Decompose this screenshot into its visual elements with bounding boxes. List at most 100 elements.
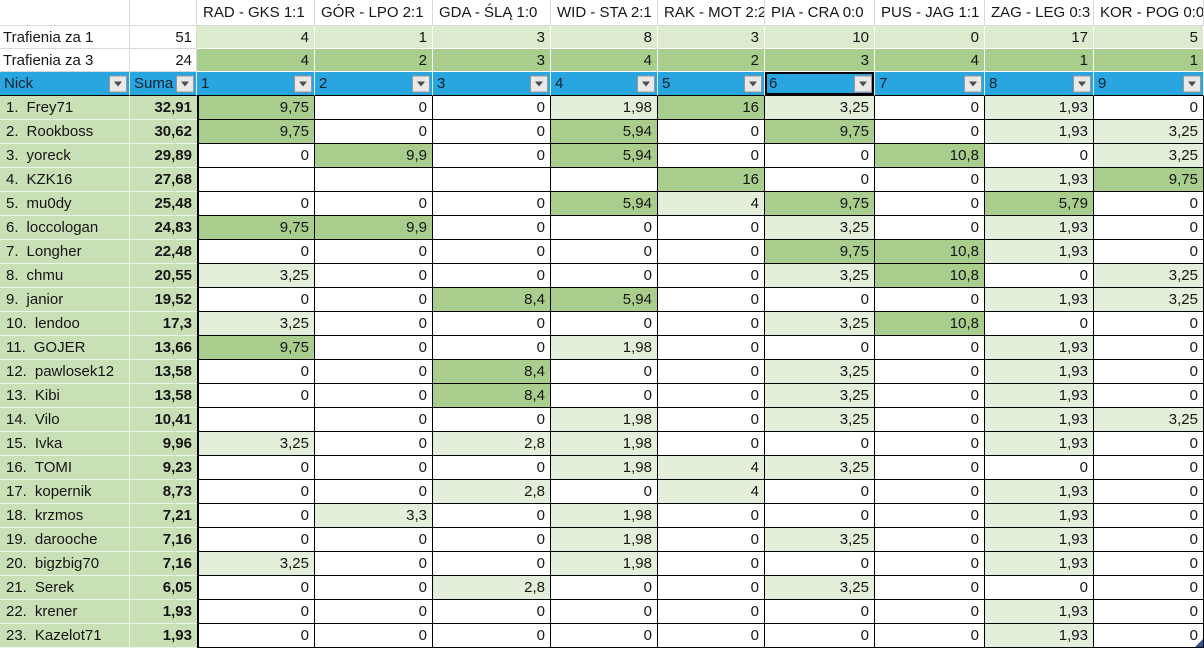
score-cell[interactable]: 0 (875, 552, 985, 576)
score-cell[interactable]: 0 (1094, 312, 1204, 336)
score-cell[interactable] (315, 168, 433, 192)
score-cell[interactable]: 0 (315, 624, 433, 648)
score-cell[interactable]: 0 (315, 96, 433, 120)
score-cell[interactable]: 0 (315, 336, 433, 360)
score-cell[interactable]: 0 (875, 480, 985, 504)
score-cell[interactable]: 1,98 (551, 528, 658, 552)
score-cell[interactable]: 0 (765, 432, 875, 456)
score-cell[interactable]: 0 (875, 432, 985, 456)
player-suma-cell[interactable]: 10,41 (130, 408, 197, 432)
filter-dropdown-button[interactable] (744, 75, 762, 92)
score-cell[interactable]: 0 (875, 192, 985, 216)
player-suma-cell[interactable]: 25,48 (130, 192, 197, 216)
hits-za-1-value[interactable]: 3 (658, 26, 765, 49)
score-cell[interactable]: 0 (658, 408, 765, 432)
player-suma-cell[interactable]: 7,16 (130, 528, 197, 552)
score-cell[interactable]: 3,3 (315, 504, 433, 528)
hits-za-1-value[interactable]: 8 (551, 26, 658, 49)
hits-za-1-value[interactable]: 1 (315, 26, 433, 49)
filter-header-col-9[interactable]: 9 (1094, 72, 1204, 96)
player-name-cell[interactable]: 8. chmu (0, 264, 130, 288)
match-header-cell[interactable]: KOR - POG 0:0 (1094, 0, 1204, 26)
score-cell[interactable]: 0 (658, 552, 765, 576)
player-suma-cell[interactable]: 8,73 (130, 480, 197, 504)
score-cell[interactable]: 5,79 (985, 192, 1094, 216)
score-cell[interactable]: 3,25 (765, 264, 875, 288)
filter-dropdown-button[interactable] (964, 75, 982, 92)
score-cell[interactable]: 9,75 (197, 216, 315, 240)
player-suma-cell[interactable]: 24,83 (130, 216, 197, 240)
match-header-cell[interactable]: GÓR - LPO 2:1 (315, 0, 433, 26)
score-cell[interactable]: 9,75 (765, 192, 875, 216)
score-cell[interactable]: 1,93 (985, 600, 1094, 624)
score-cell[interactable]: 0 (1094, 384, 1204, 408)
hits-za-1-value[interactable]: 3 (433, 26, 551, 49)
score-cell[interactable]: 0 (551, 312, 658, 336)
hits-za-3-value[interactable]: 3 (433, 49, 551, 72)
hits-za-1-value[interactable]: 4 (197, 26, 315, 49)
score-cell[interactable]: 1,93 (985, 624, 1094, 648)
score-cell[interactable]: 0 (875, 624, 985, 648)
score-cell[interactable]: 0 (1094, 432, 1204, 456)
score-cell[interactable]: 0 (658, 120, 765, 144)
score-cell[interactable]: 0 (315, 288, 433, 312)
score-cell[interactable]: 0 (658, 144, 765, 168)
score-cell[interactable]: 0 (433, 240, 551, 264)
score-cell[interactable]: 1,93 (985, 168, 1094, 192)
player-suma-cell[interactable]: 32,91 (130, 96, 197, 120)
score-cell[interactable]: 5,94 (551, 144, 658, 168)
score-cell[interactable]: 0 (658, 264, 765, 288)
score-cell[interactable]: 0 (765, 288, 875, 312)
score-cell[interactable]: 0 (315, 528, 433, 552)
score-cell[interactable]: 0 (658, 432, 765, 456)
score-cell[interactable]: 0 (315, 192, 433, 216)
score-cell[interactable]: 2,8 (433, 576, 551, 600)
score-cell[interactable]: 0 (875, 528, 985, 552)
match-header-cell[interactable]: GDA - ŚLĄ 1:0 (433, 0, 551, 26)
hits-za-3-value[interactable]: 2 (658, 49, 765, 72)
score-cell[interactable]: 10,8 (875, 240, 985, 264)
score-cell[interactable]: 3,25 (1094, 120, 1204, 144)
score-cell[interactable]: 0 (551, 360, 658, 384)
score-cell[interactable]: 1,93 (985, 408, 1094, 432)
score-cell[interactable]: 0 (197, 360, 315, 384)
score-cell[interactable]: 0 (765, 168, 875, 192)
score-cell[interactable]: 0 (1094, 96, 1204, 120)
match-header-cell[interactable]: RAK - MOT 2:2 (658, 0, 765, 26)
player-name-cell[interactable]: 16. TOMI (0, 456, 130, 480)
score-cell[interactable]: 0 (1094, 504, 1204, 528)
score-cell[interactable]: 5,94 (551, 288, 658, 312)
player-suma-cell[interactable]: 7,21 (130, 504, 197, 528)
score-cell[interactable]: 3,25 (197, 432, 315, 456)
player-name-cell[interactable]: 20. bigzbig70 (0, 552, 130, 576)
filter-dropdown-button[interactable] (176, 75, 194, 92)
player-name-cell[interactable]: 13. Kibi (0, 384, 130, 408)
score-cell[interactable]: 0 (433, 504, 551, 528)
hits-za-1-value[interactable]: 5 (1094, 26, 1204, 49)
score-cell[interactable]: 0 (551, 480, 658, 504)
score-cell[interactable]: 0 (658, 288, 765, 312)
score-cell[interactable]: 0 (433, 264, 551, 288)
player-suma-cell[interactable]: 6,05 (130, 576, 197, 600)
filter-header-col-6-selected[interactable]: 6 (765, 72, 875, 96)
score-cell[interactable]: 0 (985, 144, 1094, 168)
score-cell[interactable]: 0 (658, 384, 765, 408)
score-cell[interactable]: 3,25 (765, 456, 875, 480)
score-cell[interactable]: 0 (315, 576, 433, 600)
player-suma-cell[interactable]: 13,58 (130, 360, 197, 384)
score-cell[interactable]: 0 (433, 144, 551, 168)
filter-dropdown-button[interactable] (412, 75, 430, 92)
score-cell[interactable]: 0 (315, 480, 433, 504)
player-name-cell[interactable]: 10. lendoo (0, 312, 130, 336)
score-cell[interactable]: 0 (433, 336, 551, 360)
score-cell[interactable]: 0 (315, 240, 433, 264)
hits-za-3-label[interactable]: Trafienia za 3 (0, 49, 130, 72)
score-cell[interactable]: 0 (765, 480, 875, 504)
score-cell[interactable]: 0 (551, 600, 658, 624)
filter-header-col-2[interactable]: 2 (315, 72, 433, 96)
score-cell[interactable]: 0 (1094, 192, 1204, 216)
score-cell[interactable]: 3,25 (765, 408, 875, 432)
hits-za-3-value[interactable]: 4 (551, 49, 658, 72)
score-cell[interactable] (551, 168, 658, 192)
match-header-cell[interactable]: PIA - CRA 0:0 (765, 0, 875, 26)
